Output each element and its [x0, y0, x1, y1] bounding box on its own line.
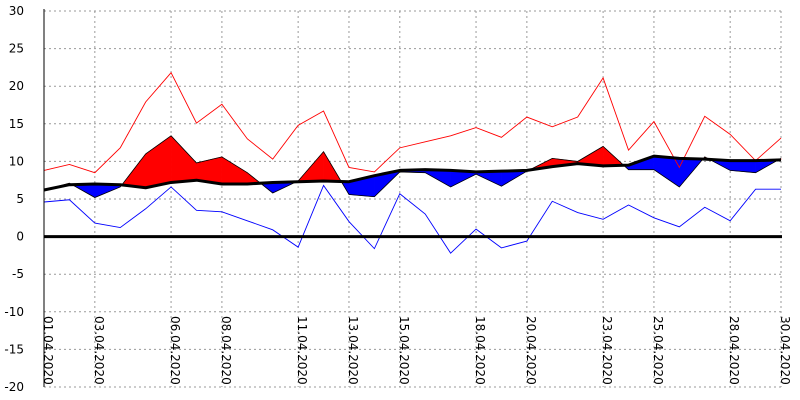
y-tick-label: 30	[9, 4, 24, 18]
x-tick-label: 28.04.2020	[727, 316, 741, 385]
y-tick-label: 10	[9, 154, 24, 168]
y-tick-label: 20	[9, 79, 24, 93]
x-tick-label: 30.04.2020	[778, 316, 792, 385]
x-tick-label: 08.04.2020	[219, 316, 233, 385]
grid-lines	[43, 10, 782, 388]
y-tick-label: -15	[4, 342, 24, 356]
x-tick-label: 01.04.2020	[41, 316, 55, 385]
max-temp-line	[43, 71, 782, 174]
x-tick-label: 20.04.2020	[524, 316, 538, 385]
x-tick-label: 11.04.2020	[295, 316, 309, 385]
y-tick-label: -5	[12, 267, 24, 281]
y-tick-label: -10	[4, 305, 24, 319]
y-tick-label: 5	[16, 192, 24, 206]
x-tick-label: 18.04.2020	[473, 316, 487, 385]
below-norm-area	[475, 170, 502, 187]
y-tick-labels: 30 25 20 15 10 5 0 -5 -10 -15 -20	[4, 4, 24, 394]
series-lines	[43, 71, 782, 254]
min-temp-line	[43, 184, 781, 254]
x-tick-label: 25.04.2020	[651, 316, 665, 385]
x-tick-label: 13.04.2020	[346, 316, 360, 385]
y-tick-label: 25	[9, 42, 24, 56]
y-tick-label: -20	[4, 380, 24, 394]
x-tick-label: 03.04.2020	[92, 316, 106, 385]
x-tick-labels: 01.04.2020 03.04.2020 06.04.2020 08.04.2020…	[41, 316, 792, 385]
x-tick-label: 15.04.2020	[397, 316, 411, 385]
x-tick-label: 23.04.2020	[600, 316, 614, 385]
above-norm-area	[145, 135, 172, 189]
y-tick-label: 15	[9, 117, 24, 131]
y-tick-label: 0	[16, 230, 24, 244]
actual-temp-line	[43, 135, 782, 198]
axes	[43, 9, 782, 387]
x-tick-label: 06.04.2020	[168, 316, 182, 385]
norm-temp-line	[43, 154, 782, 192]
